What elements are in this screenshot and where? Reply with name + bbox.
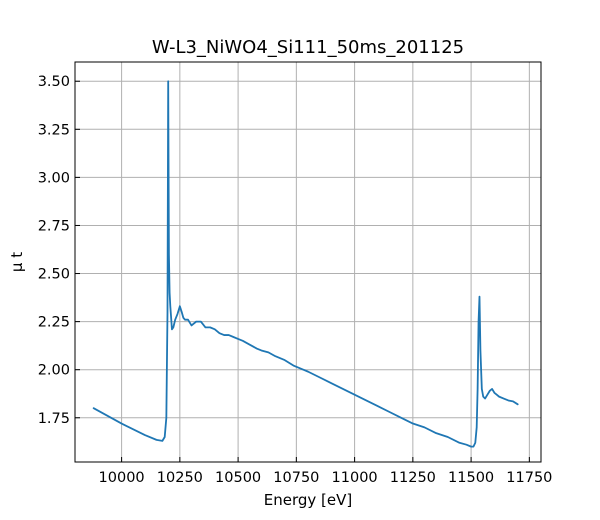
y-axis: 1.75 2.00 2.25 2.50 2.75 3.00 3.25 3.50: [38, 74, 80, 427]
x-tick-label: 10500: [215, 470, 261, 486]
x-tick-label: 10000: [99, 470, 145, 486]
y-tick-label: 1.75: [38, 411, 70, 427]
y-tick-label: 2.25: [38, 315, 70, 331]
plot-frame: [74, 61, 542, 463]
x-tick-label: 11750: [506, 470, 552, 486]
chart-title: W-L3_NiWO4_Si111_50ms_201125: [152, 37, 464, 58]
x-tick-label: 11250: [390, 470, 436, 486]
grid: [75, 62, 541, 462]
x-tick-label: 10250: [157, 470, 203, 486]
y-tick-label: 3.00: [38, 170, 70, 186]
series-layer: [92, 80, 519, 448]
y-tick-label: 2.50: [38, 267, 70, 283]
x-tick-label: 11500: [448, 470, 494, 486]
y-tick-label: 3.25: [38, 122, 70, 138]
x-axis-label: Energy [eV]: [264, 491, 352, 509]
y-tick-label: 2.75: [38, 218, 70, 234]
x-tick-label: 10750: [273, 470, 319, 486]
y-tick-label: 2.00: [38, 363, 70, 379]
series-line: [92, 80, 519, 448]
y-tick-label: 3.50: [38, 74, 70, 90]
x-tick-label: 11000: [332, 470, 378, 486]
x-axis: 10000 10250 10500 10750 11000 11250 11500 11750: [99, 457, 552, 486]
y-axis-label: μ t: [8, 252, 26, 272]
